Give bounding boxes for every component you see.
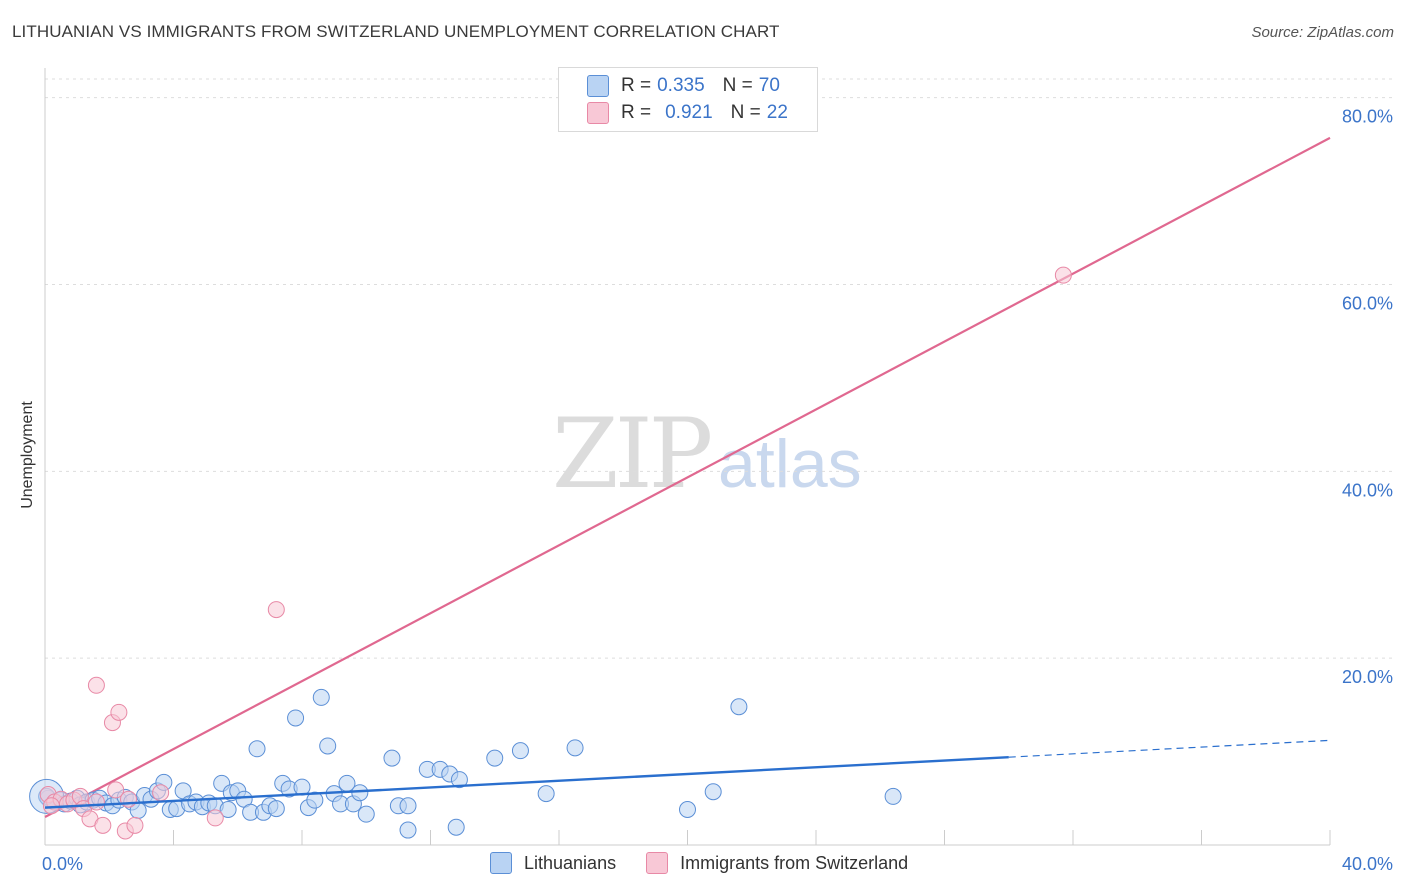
point-lithuanians [884, 787, 902, 805]
y-tick-label: 60.0% [1342, 294, 1393, 314]
series-name: Lithuanians [524, 852, 617, 873]
trend-line-lithuanians-extrapolated [1008, 739, 1331, 758]
point-switzerland [42, 797, 60, 815]
point-lithuanians [537, 785, 555, 803]
point-lithuanians [351, 784, 369, 802]
point-lithuanians [319, 737, 337, 755]
legend-n-value: 22 [766, 102, 788, 123]
y-tick-label: 20.0% [1342, 667, 1393, 687]
point-lithuanians [306, 791, 324, 809]
point-lithuanians [293, 778, 311, 796]
correlation-legend: R = 0.335 N = 70 R = 0.921 N = 22 [558, 67, 818, 132]
legend-n-value: 70 [758, 75, 780, 96]
point-lithuanians [383, 749, 401, 767]
trend-line-switzerland [44, 136, 1331, 818]
legend-swatch-pink [646, 852, 669, 874]
legend-swatch-blue [587, 75, 609, 97]
legend-swatch-pink [587, 102, 609, 124]
x-tick-label: 40.0% [1342, 854, 1393, 874]
x-tick-label: 0.0% [42, 854, 83, 874]
point-switzerland [126, 816, 144, 834]
point-lithuanians [267, 800, 285, 818]
y-tick-label: 80.0% [1342, 107, 1393, 127]
legend-row-switzerland: R = 0.921 N = 22 [587, 100, 788, 126]
watermark-atlas: atlas [718, 426, 862, 502]
point-switzerland [110, 703, 128, 721]
series-legend-lithuanians: Lithuanians [490, 852, 616, 874]
point-lithuanians [704, 783, 722, 801]
legend-n-label: N = [730, 102, 761, 123]
legend-r-value: 0.921 [665, 102, 713, 123]
point-lithuanians [566, 739, 584, 757]
point-lithuanians [486, 749, 504, 767]
source-credit: Source: ZipAtlas.com [1251, 24, 1394, 41]
legend-r-label: R = [621, 102, 652, 123]
legend-row-lithuanians: R = 0.335 N = 70 [587, 73, 780, 99]
series-legend-switzerland: Immigrants from Switzerland [646, 852, 908, 874]
point-lithuanians [312, 688, 330, 706]
point-switzerland [94, 816, 112, 834]
watermark-zip: ZIP [552, 398, 713, 510]
legend-n-label: N = [722, 75, 753, 96]
legend-r-label: R = [621, 75, 652, 96]
series-name: Immigrants from Switzerland [680, 852, 909, 873]
point-switzerland [152, 784, 170, 802]
point-lithuanians [730, 698, 748, 716]
point-switzerland [1054, 266, 1072, 284]
point-lithuanians [447, 818, 465, 836]
point-lithuanians [219, 801, 237, 819]
point-lithuanians [357, 805, 375, 823]
point-switzerland [107, 781, 125, 799]
point-switzerland [120, 790, 138, 808]
point-lithuanians [450, 771, 468, 789]
point-switzerland [267, 601, 285, 619]
point-lithuanians [399, 821, 417, 839]
series-legend: Lithuanians Immigrants from Switzerland [490, 852, 938, 874]
legend-swatch-blue [490, 852, 512, 874]
point-lithuanians [399, 797, 417, 815]
y-axis-label: Unemployment [19, 401, 36, 509]
point-lithuanians [679, 801, 696, 819]
y-tick-label: 40.0% [1342, 480, 1393, 500]
legend-r-value: 0.335 [657, 75, 705, 96]
point-lithuanians [248, 740, 266, 758]
point-lithuanians [287, 709, 305, 727]
point-switzerland [87, 793, 105, 811]
point-switzerland [206, 809, 224, 827]
point-lithuanians [511, 742, 529, 760]
chart-title: LITHUANIAN VS IMMIGRANTS FROM SWITZERLAN… [12, 22, 780, 41]
trend-line-lithuanians [44, 755, 1009, 809]
point-switzerland [87, 676, 105, 694]
